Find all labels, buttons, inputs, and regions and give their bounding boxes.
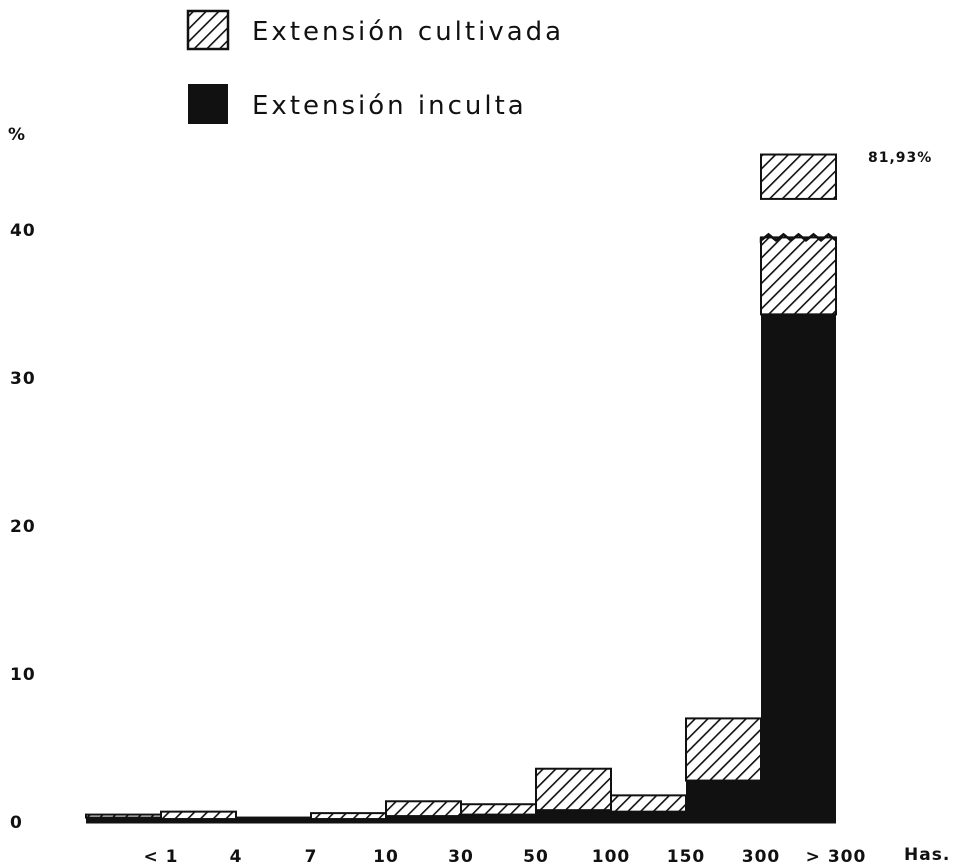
bar-segment-cultivada [235,816,312,821]
x-tick-label: 300 [742,847,781,867]
bar-segment-cultivada [760,236,837,316]
bar-segment-cultivada [85,813,162,819]
y-unit-label: % [8,125,26,145]
legend-label-cultivada: Extensión cultivada [252,17,564,47]
x-tick-label: 4 [230,847,243,867]
bar-segment-inculta [611,811,686,822]
bar-segment-inculta [461,814,536,822]
bar-segment-inculta [86,817,161,822]
x-tick-label: 50 [523,847,549,867]
bar-segment-cultivada [610,794,687,813]
bar-segment-cultivada [460,803,537,816]
x-tick-label: > 300 [806,847,867,867]
x-axis-ticks: < 1 4 7 10 30 50 100 150 300 > 300 [144,847,867,867]
legend-label-inculta: Extensión inculta [252,91,527,121]
x-tick-label: < 1 [144,847,179,867]
x-tick-label: 150 [667,847,706,867]
bar-segment-cultivada [310,812,387,821]
overflow-annotation: 81,93% [868,150,932,166]
x-tick-label: 100 [592,847,631,867]
bar-segment-cultivada [160,810,237,821]
y-axis-ticks: 0 10 20 30 40 [10,221,36,833]
y-tick-label: 30 [10,369,36,389]
bar-segment-inculta [386,816,461,822]
bar-segment-cultivada [685,717,762,782]
bars [85,153,837,824]
x-unit-label: Has. [904,845,950,865]
bar-segment-cultivada [385,800,462,818]
y-tick-label: 40 [10,221,36,241]
x-tick-label: 10 [373,847,399,867]
bar-segment-inculta [536,810,611,822]
bar-segment-inculta [761,314,836,822]
legend: Extensión cultivada Extensión inculta [186,9,564,124]
y-tick-label: 20 [10,517,36,537]
legend-swatch-cultivada [186,9,230,51]
bar-segment-cultivada-top [760,153,837,200]
bar-segment-inculta [686,780,761,822]
x-tick-label: 7 [305,847,318,867]
y-tick-label: 10 [10,665,36,685]
axis-break-mark [759,232,837,244]
x-tick-label: 30 [448,847,474,867]
bar-segment-cultivada [535,767,612,812]
y-tick-label: 0 [10,813,23,833]
legend-swatch-inculta [188,84,228,124]
